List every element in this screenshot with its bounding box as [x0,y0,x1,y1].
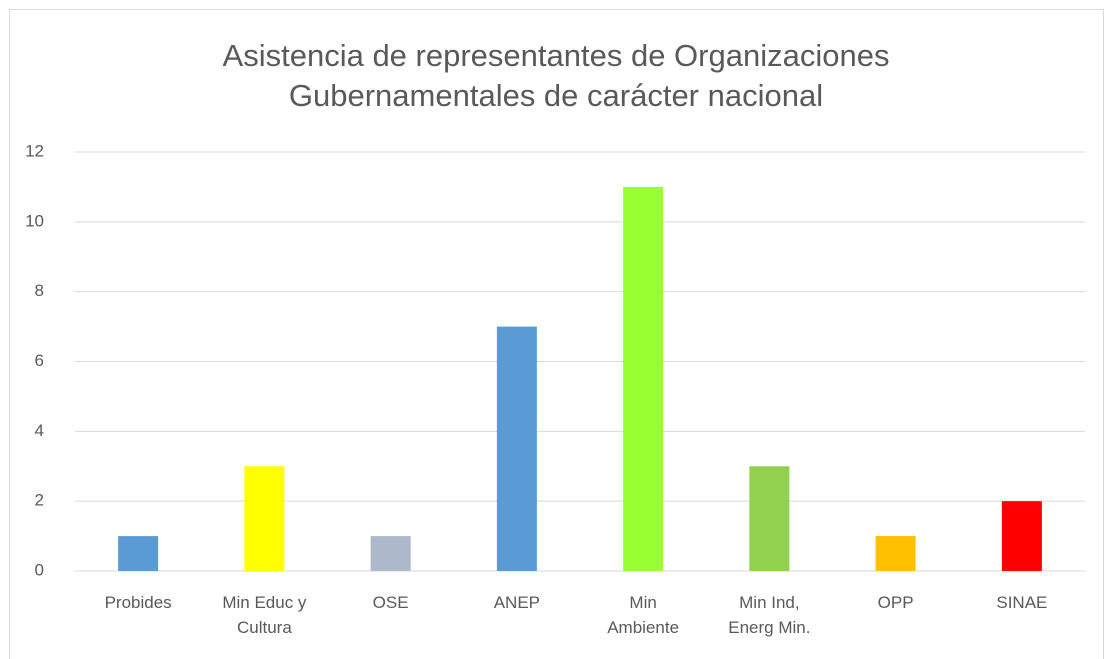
y-tick-label: 8 [35,281,44,300]
y-tick-label: 6 [35,351,44,370]
x-tick-label: SINAE [996,593,1047,612]
bar [496,326,537,571]
x-tick-label: OPP [878,593,914,612]
chart-border [9,9,1104,659]
x-tick-label: OSE [373,593,409,612]
bar [118,536,159,571]
bar [1001,501,1042,571]
x-tick-label: Probides [105,593,172,612]
bar [875,536,916,571]
x-tick-label: Min Educ y Cultura [222,593,307,637]
y-tick-label: 2 [35,491,44,510]
x-tick-label: Min Ind, Energ Min. [728,593,810,637]
bar [370,536,411,571]
y-tick-label: 10 [25,211,44,230]
bar [749,466,790,571]
x-tick-label: ANEP [494,593,540,612]
y-tick-label: 4 [35,421,44,440]
y-tick-label: 0 [35,560,44,579]
x-tick-label: Min Ambiente [607,593,679,637]
bar [244,466,285,571]
bar [623,186,664,571]
y-tick-label: 12 [25,141,44,160]
chart-title: Asistencia de representantes de Organiza… [223,38,890,113]
